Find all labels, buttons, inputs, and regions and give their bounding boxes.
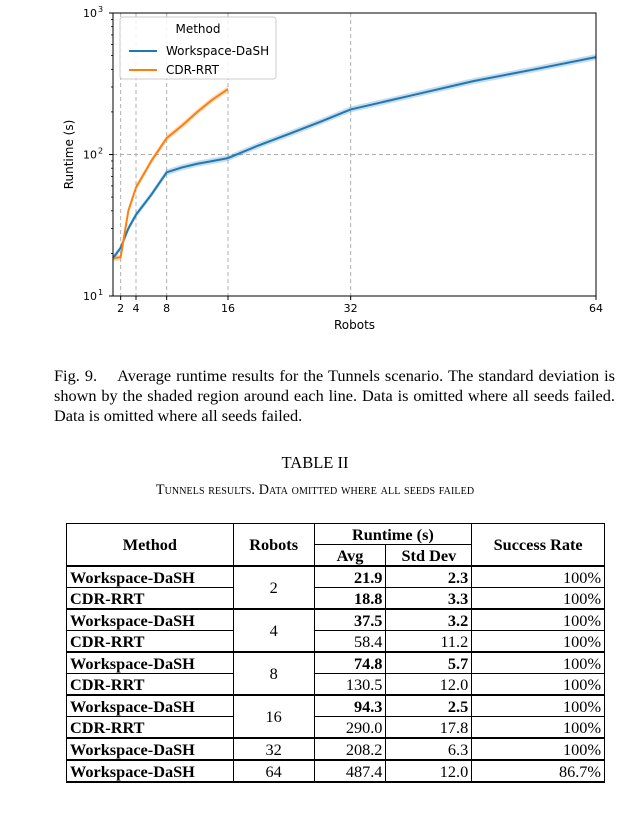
table-row: CDR-RRT 18.8 3.3 100% (66, 587, 605, 610)
table-row: CDR-RRT 130.5 12.0 100% (66, 673, 605, 696)
series-line (112, 56, 597, 259)
header-runtime: Runtime (s) (313, 523, 473, 545)
x-axis-ticks: 2 4 8 16 32 64 (117, 296, 603, 315)
table-number: TABLE II (281, 453, 349, 472)
cell-std-dev: 5.7 (385, 651, 473, 674)
header-avg: Avg (313, 544, 387, 567)
y-tick-label: 10 (83, 7, 97, 20)
table-row: CDR-RRT 58.4 11.2 100% (66, 630, 605, 653)
cell-avg: 58.4 (313, 630, 387, 653)
x-axis-label: Robots (334, 318, 375, 332)
cell-success-rate: 100% (471, 651, 605, 674)
series-lines (112, 56, 597, 260)
legend-label-workspace-dash: Workspace-DaSH (166, 44, 269, 58)
cell-avg: 21.9 (313, 565, 387, 588)
cell-avg: 208.2 (313, 737, 387, 761)
table-caption: Tunnels results. Data omitted where all … (155, 482, 475, 498)
cell-method: CDR-RRT (66, 587, 234, 610)
cell-robots: 64 (232, 759, 315, 783)
cell-success-rate: 86.7% (471, 759, 605, 783)
cell-success-rate: 100% (471, 694, 605, 717)
x-tick-label: 16 (221, 302, 235, 315)
y-tick-label: 10 (83, 290, 97, 303)
legend-title: Method (175, 22, 220, 36)
cell-robots: 4 (232, 608, 315, 653)
cell-avg: 130.5 (313, 673, 387, 696)
cell-method: CDR-RRT (66, 630, 234, 653)
table-header-row: Method Robots Runtime (s) Success Rate (66, 523, 605, 567)
figure-caption-text: Average runtime results for the Tunnels … (54, 366, 615, 425)
cell-std-dev: 12.0 (385, 673, 473, 696)
y-tick-exponent: 1 (98, 288, 103, 297)
cell-robots: 8 (232, 651, 315, 696)
cell-method: Workspace-DaSH (66, 759, 234, 783)
y-tick-exponent: 3 (98, 5, 103, 14)
header-success-rate: Success Rate (471, 523, 605, 567)
cell-avg: 74.8 (313, 651, 387, 674)
cell-success-rate: 100% (471, 587, 605, 610)
cell-avg: 37.5 (313, 608, 387, 631)
table-subheader-row: Avg Std Dev (67, 544, 605, 567)
cell-std-dev: 3.2 (385, 608, 473, 631)
table-row: Workspace-DaSH 8 74.8 5.7 100% (66, 651, 605, 696)
figure-label: Fig. 9. (54, 366, 98, 385)
cell-avg: 94.3 (313, 694, 387, 717)
results-table: Method Robots Runtime (s) Success Rate A… (66, 523, 605, 783)
x-tick-label: 8 (163, 302, 170, 315)
cell-success-rate: 100% (471, 608, 605, 631)
cell-robots: 32 (232, 737, 315, 761)
chart-gridlines (113, 13, 596, 296)
chart-legend: Method Workspace-DaSH CDR-RRT (119, 16, 277, 80)
std-dev-bands (113, 54, 596, 262)
legend-box (119, 16, 277, 80)
table-row: CDR-RRT 290.0 17.8 100% (66, 716, 605, 739)
cell-std-dev: 2.3 (385, 565, 473, 588)
cell-method: Workspace-DaSH (66, 737, 234, 761)
cell-std-dev: 6.3 (385, 737, 473, 761)
table-row: Workspace-DaSH 4 37.5 3.2 100% (66, 608, 605, 653)
table-row: Workspace-DaSH 32 208.2 6.3 100% (66, 737, 605, 761)
header-robots: Robots (232, 523, 315, 567)
cell-success-rate: 100% (471, 737, 605, 761)
cell-success-rate: 100% (471, 565, 605, 588)
table-row: Workspace-DaSH 64 487.4 12.0 86.7% (66, 759, 605, 783)
cell-std-dev: 11.2 (385, 630, 473, 653)
header-method: Method (66, 523, 234, 567)
cell-std-dev: 3.3 (385, 587, 473, 610)
x-tick-label: 64 (589, 302, 603, 315)
std-dev-band (113, 54, 596, 262)
cell-std-dev: 17.8 (385, 716, 473, 739)
cell-method: Workspace-DaSH (66, 694, 234, 717)
cell-std-dev: 12.0 (385, 759, 473, 783)
table-row: Workspace-DaSH 2 21.9 2.3 100% (66, 565, 605, 610)
cell-method: Workspace-DaSH (66, 608, 234, 631)
cell-method: Workspace-DaSH (66, 651, 234, 674)
cell-method: CDR-RRT (66, 716, 234, 739)
x-tick-label: 2 (117, 302, 124, 315)
y-tick-label: 10 (83, 149, 97, 162)
cell-method: Workspace-DaSH (66, 565, 234, 588)
table-body: Workspace-DaSH 2 21.9 2.3 100% CDR-RRT 18.8 3.3… (66, 565, 605, 783)
cell-std-dev: 2.5 (385, 694, 473, 717)
x-tick-label: 4 (133, 302, 140, 315)
cell-robots: 16 (232, 694, 315, 739)
cell-method: CDR-RRT (66, 673, 234, 696)
cell-success-rate: 100% (471, 673, 605, 696)
x-tick-label: 32 (344, 302, 358, 315)
legend-label-cdr-rrt: CDR-RRT (166, 63, 220, 77)
cell-robots: 2 (232, 565, 315, 610)
header-std-dev: Std Dev (385, 544, 473, 567)
figure-caption: Fig. 9. Average runtime results for the … (54, 366, 615, 426)
cell-avg: 18.8 (313, 587, 387, 610)
cell-success-rate: 100% (471, 716, 605, 739)
table-row: Workspace-DaSH 16 94.3 2.5 100% (66, 694, 605, 739)
y-axis-label: Runtime (s) (62, 120, 76, 190)
series-line (112, 88, 229, 260)
cell-avg: 290.0 (313, 716, 387, 739)
y-tick-exponent: 2 (98, 147, 103, 156)
cell-success-rate: 100% (471, 630, 605, 653)
cell-avg: 487.4 (313, 759, 387, 783)
